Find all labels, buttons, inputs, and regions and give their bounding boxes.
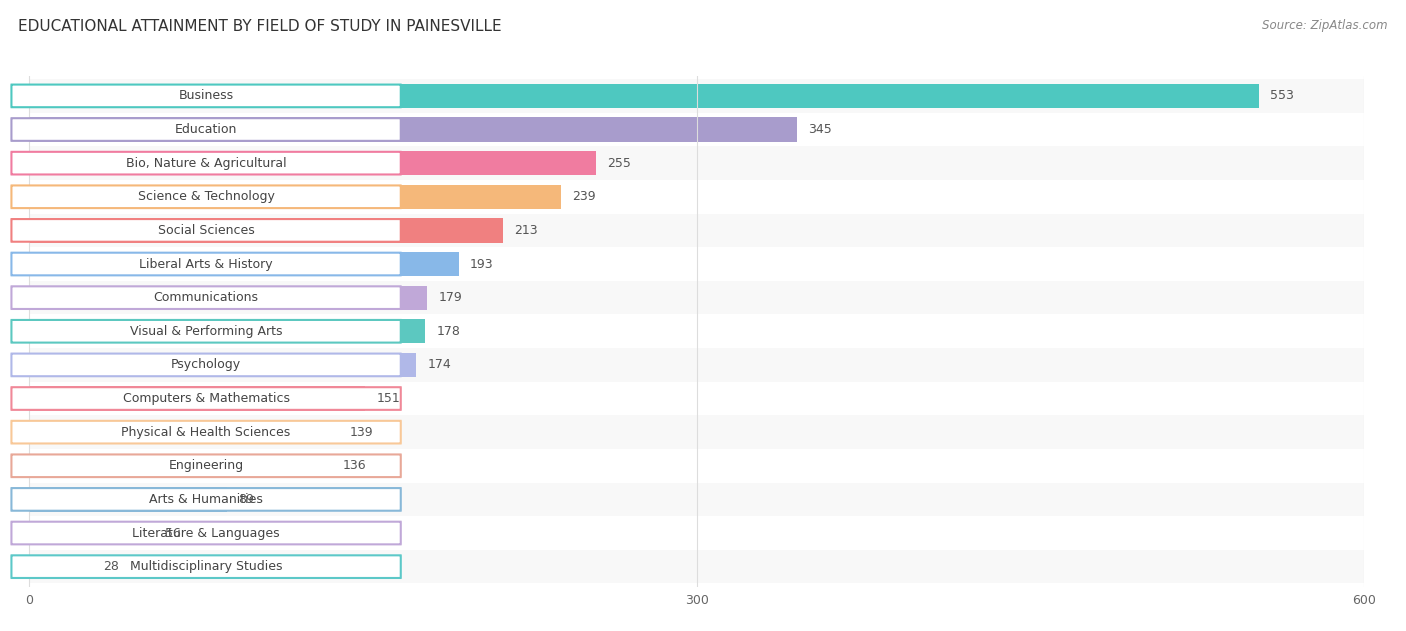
FancyBboxPatch shape [11,488,401,510]
Bar [30,113,1364,146]
FancyBboxPatch shape [11,421,401,444]
Bar [30,281,1364,314]
FancyBboxPatch shape [11,252,401,275]
Text: Multidisciplinary Studies: Multidisciplinary Studies [129,560,283,573]
Bar [30,185,561,209]
Text: 151: 151 [377,392,399,405]
Bar [30,84,1260,108]
Bar [30,180,1364,213]
FancyBboxPatch shape [11,186,401,208]
Bar [30,487,228,512]
Text: Communications: Communications [153,291,259,304]
FancyBboxPatch shape [11,286,401,309]
FancyBboxPatch shape [11,152,401,175]
Text: Physical & Health Sciences: Physical & Health Sciences [121,426,291,439]
Text: Arts & Humanities: Arts & Humanities [149,493,263,506]
Text: 174: 174 [427,358,451,372]
FancyBboxPatch shape [11,85,401,107]
Text: Source: ZipAtlas.com: Source: ZipAtlas.com [1263,19,1388,32]
Bar [30,521,153,545]
FancyBboxPatch shape [11,320,401,343]
Text: 345: 345 [808,123,831,136]
Bar [30,247,1364,281]
Bar [30,550,1364,584]
Text: 136: 136 [343,459,367,472]
Bar [30,454,332,478]
Bar [30,449,1364,483]
Bar [30,382,1364,415]
Bar [30,218,503,242]
Text: Bio, Nature & Agricultural: Bio, Nature & Agricultural [125,156,287,170]
Text: 89: 89 [239,493,254,506]
Bar [30,151,596,175]
Text: Psychology: Psychology [172,358,242,372]
Text: 179: 179 [439,291,463,304]
Bar [30,117,797,141]
Bar [30,415,1364,449]
Text: 255: 255 [607,156,631,170]
Text: Business: Business [179,90,233,102]
FancyBboxPatch shape [11,387,401,410]
Text: 193: 193 [470,257,494,271]
Bar [30,555,91,579]
Text: EDUCATIONAL ATTAINMENT BY FIELD OF STUDY IN PAINESVILLE: EDUCATIONAL ATTAINMENT BY FIELD OF STUDY… [18,19,502,34]
Bar [30,353,416,377]
Bar [30,286,427,310]
Text: 28: 28 [103,560,118,573]
Text: Engineering: Engineering [169,459,243,472]
Bar [30,420,339,444]
Bar [30,146,1364,180]
Text: 553: 553 [1271,90,1295,102]
Text: 178: 178 [436,325,460,338]
Bar [30,319,425,343]
Text: 56: 56 [165,526,181,540]
Bar [30,386,366,411]
Bar [30,213,1364,247]
Text: Science & Technology: Science & Technology [138,191,274,203]
Text: 213: 213 [515,224,537,237]
Bar [30,483,1364,516]
Text: Visual & Performing Arts: Visual & Performing Arts [129,325,283,338]
Text: Liberal Arts & History: Liberal Arts & History [139,257,273,271]
Text: Social Sciences: Social Sciences [157,224,254,237]
Text: 139: 139 [350,426,373,439]
Text: Computers & Mathematics: Computers & Mathematics [122,392,290,405]
FancyBboxPatch shape [11,522,401,545]
FancyBboxPatch shape [11,555,401,578]
Bar [30,516,1364,550]
Text: Education: Education [174,123,238,136]
FancyBboxPatch shape [11,454,401,477]
FancyBboxPatch shape [11,118,401,141]
Bar [30,252,458,276]
FancyBboxPatch shape [11,353,401,376]
Bar [30,79,1364,113]
Text: Literature & Languages: Literature & Languages [132,526,280,540]
Text: 239: 239 [572,191,596,203]
Bar [30,314,1364,348]
FancyBboxPatch shape [11,219,401,242]
Bar [30,348,1364,382]
